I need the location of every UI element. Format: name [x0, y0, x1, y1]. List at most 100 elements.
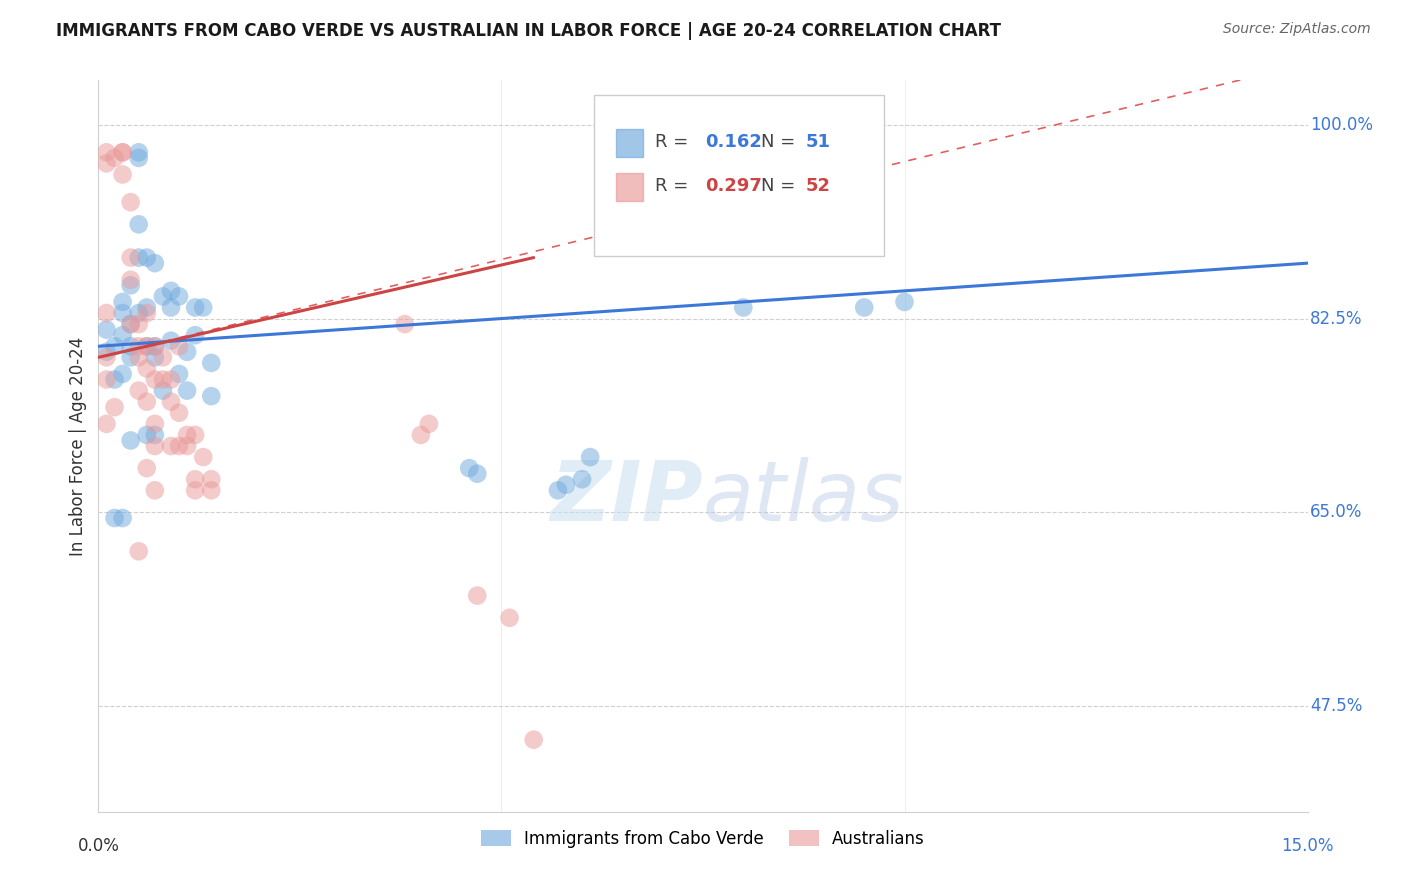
Point: [733, 301, 755, 315]
Point: [498, 611, 520, 625]
Point: [143, 351, 166, 365]
Point: [555, 477, 578, 491]
Text: atlas: atlas: [703, 457, 904, 538]
Point: [128, 218, 150, 232]
Point: [111, 511, 134, 525]
Point: [128, 151, 150, 165]
Point: [143, 483, 166, 498]
Point: [152, 351, 174, 365]
Point: [128, 339, 150, 353]
Text: R =: R =: [655, 134, 693, 152]
Point: [167, 406, 190, 420]
Point: [120, 339, 142, 353]
Text: N =: N =: [761, 178, 801, 195]
Point: [193, 301, 215, 315]
Point: [135, 394, 157, 409]
Point: [458, 461, 481, 475]
Point: [200, 356, 222, 370]
Point: [111, 306, 134, 320]
Point: [418, 417, 440, 431]
Point: [96, 323, 118, 337]
Point: [135, 306, 157, 320]
Point: [96, 344, 118, 359]
Point: [193, 450, 215, 464]
Point: [184, 301, 207, 315]
Point: [176, 384, 198, 398]
Point: [111, 145, 134, 160]
Point: [184, 472, 207, 486]
Point: [96, 156, 118, 170]
Point: [111, 367, 134, 381]
Point: [152, 289, 174, 303]
Point: [853, 301, 876, 315]
Point: [103, 372, 125, 386]
Legend: Immigrants from Cabo Verde, Australians: Immigrants from Cabo Verde, Australians: [474, 823, 932, 855]
Text: 0.297: 0.297: [706, 178, 762, 195]
Point: [120, 278, 142, 293]
FancyBboxPatch shape: [595, 95, 884, 256]
Point: [103, 151, 125, 165]
Text: 0.162: 0.162: [706, 134, 762, 152]
Point: [167, 367, 190, 381]
Point: [176, 439, 198, 453]
Point: [120, 317, 142, 331]
Point: [135, 361, 157, 376]
Point: [571, 472, 593, 486]
Point: [143, 339, 166, 353]
Point: [128, 306, 150, 320]
Point: [143, 372, 166, 386]
Point: [143, 256, 166, 270]
Point: [135, 339, 157, 353]
Text: N =: N =: [761, 134, 801, 152]
Point: [152, 384, 174, 398]
Point: [111, 328, 134, 343]
Point: [111, 168, 134, 182]
Point: [152, 372, 174, 386]
Point: [465, 589, 488, 603]
Point: [143, 417, 166, 431]
Text: 51: 51: [806, 134, 831, 152]
Point: [96, 145, 118, 160]
FancyBboxPatch shape: [616, 173, 643, 201]
Text: 15.0%: 15.0%: [1281, 837, 1334, 855]
Text: 82.5%: 82.5%: [1310, 310, 1362, 327]
Point: [120, 273, 142, 287]
Point: [103, 511, 125, 525]
Text: 100.0%: 100.0%: [1310, 116, 1374, 134]
Point: [465, 467, 488, 481]
Point: [128, 544, 150, 558]
Point: [96, 306, 118, 320]
Point: [135, 251, 157, 265]
Point: [200, 472, 222, 486]
Point: [176, 428, 198, 442]
Point: [111, 294, 134, 309]
Text: IMMIGRANTS FROM CABO VERDE VS AUSTRALIAN IN LABOR FORCE | AGE 20-24 CORRELATION : IMMIGRANTS FROM CABO VERDE VS AUSTRALIAN…: [56, 22, 1001, 40]
Point: [160, 284, 183, 298]
Point: [135, 428, 157, 442]
Point: [120, 317, 142, 331]
Point: [176, 344, 198, 359]
Point: [128, 251, 150, 265]
Point: [184, 328, 207, 343]
Point: [128, 317, 150, 331]
Text: 0.0%: 0.0%: [77, 837, 120, 855]
Point: [200, 483, 222, 498]
Point: [167, 439, 190, 453]
Point: [409, 428, 432, 442]
Point: [96, 372, 118, 386]
Point: [184, 483, 207, 498]
Point: [160, 301, 183, 315]
Point: [135, 461, 157, 475]
Point: [103, 401, 125, 415]
Y-axis label: In Labor Force | Age 20-24: In Labor Force | Age 20-24: [69, 336, 87, 556]
Point: [128, 351, 150, 365]
Point: [160, 439, 183, 453]
Point: [579, 450, 602, 464]
Point: [167, 339, 190, 353]
Point: [200, 389, 222, 403]
Text: 65.0%: 65.0%: [1310, 503, 1362, 522]
Point: [143, 339, 166, 353]
Point: [523, 732, 546, 747]
Point: [128, 384, 150, 398]
Point: [167, 289, 190, 303]
